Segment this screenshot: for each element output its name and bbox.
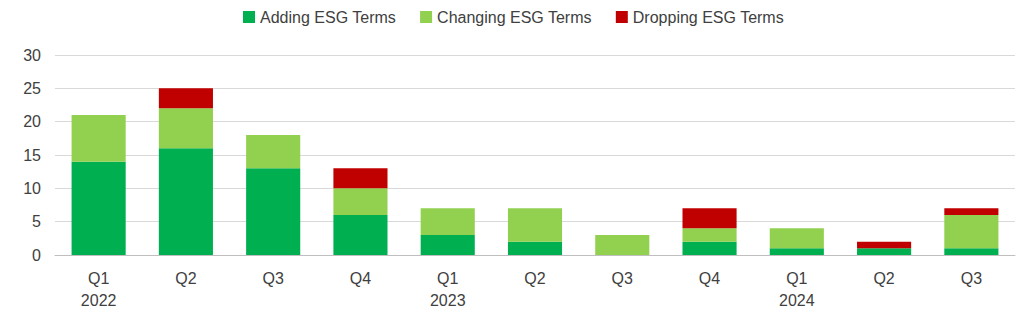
- svg-text:Q3: Q3: [961, 270, 982, 287]
- svg-text:Dropping ESG Terms: Dropping ESG Terms: [633, 9, 784, 26]
- svg-text:2023: 2023: [430, 292, 466, 309]
- svg-text:Q3: Q3: [612, 270, 633, 287]
- svg-text:10: 10: [23, 180, 41, 197]
- svg-text:0: 0: [32, 247, 41, 264]
- svg-text:5: 5: [32, 213, 41, 230]
- svg-text:Q4: Q4: [350, 270, 371, 287]
- svg-text:20: 20: [23, 113, 41, 130]
- svg-text:15: 15: [23, 147, 41, 164]
- svg-text:2022: 2022: [81, 292, 117, 309]
- svg-text:25: 25: [23, 80, 41, 97]
- svg-text:Q3: Q3: [263, 270, 284, 287]
- svg-text:Q2: Q2: [524, 270, 545, 287]
- svg-text:Q2: Q2: [175, 270, 196, 287]
- svg-text:Q1: Q1: [437, 270, 458, 287]
- svg-text:Changing ESG Terms: Changing ESG Terms: [437, 9, 591, 26]
- svg-text:Q1: Q1: [786, 270, 807, 287]
- svg-text:2024: 2024: [779, 292, 815, 309]
- svg-text:30: 30: [23, 47, 41, 64]
- svg-text:Q1: Q1: [88, 270, 109, 287]
- svg-text:Adding ESG Terms: Adding ESG Terms: [260, 9, 396, 26]
- svg-text:Q4: Q4: [699, 270, 720, 287]
- svg-text:Q2: Q2: [873, 270, 894, 287]
